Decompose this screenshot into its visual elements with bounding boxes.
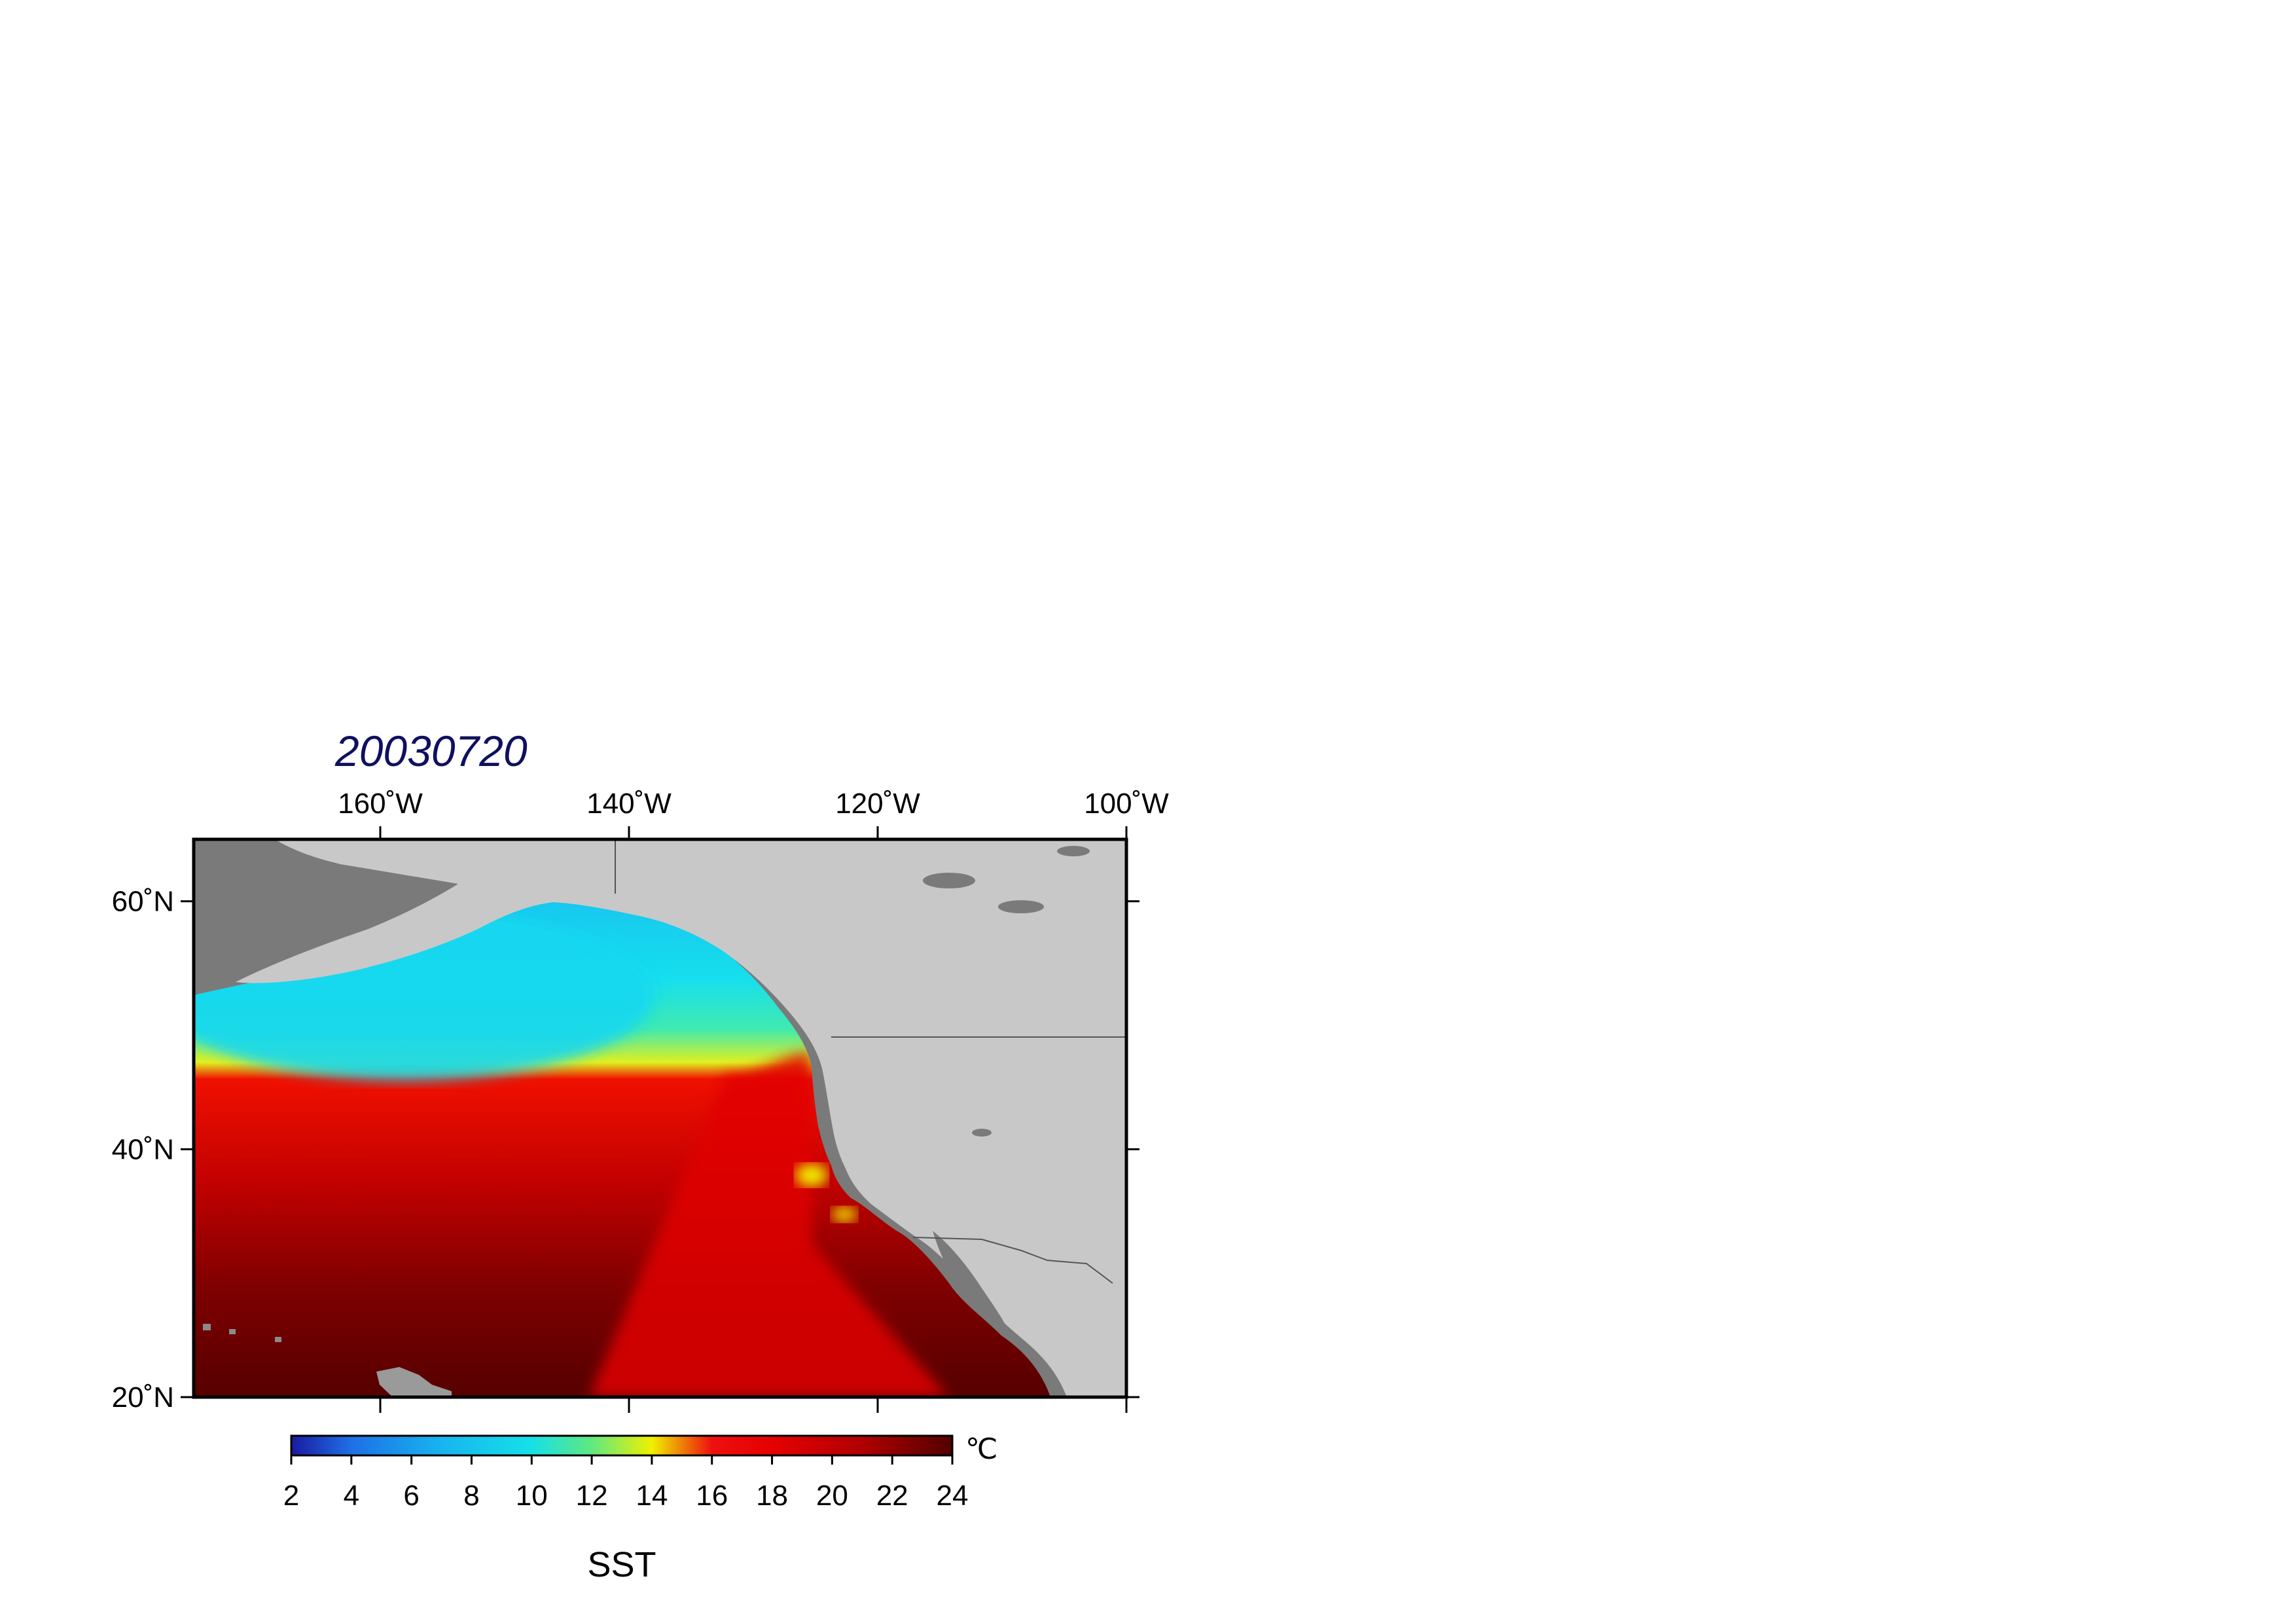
map-panel <box>194 839 1126 1397</box>
colorbar-tick-label: 4 <box>344 1480 359 1512</box>
colorbar-tick-label: 8 <box>463 1480 479 1512</box>
lat-tick-label: 60˚N <box>112 886 174 918</box>
california-current-warm-region <box>589 1053 949 1397</box>
colorbar-tick-label: 14 <box>636 1480 668 1512</box>
lon-tick-label: 100˚W <box>1084 788 1169 820</box>
hawaiian-islands <box>376 1367 452 1397</box>
lake <box>998 900 1044 913</box>
colorbar-unit: ℃ <box>965 1433 997 1465</box>
lat-tick-label: 20˚N <box>112 1381 174 1413</box>
colorbar-tick-label: 16 <box>696 1480 728 1512</box>
colorbar-tick-label: 6 <box>403 1480 419 1512</box>
border-usa-mexico <box>912 1237 1113 1284</box>
lat-tick-label: 40˚N <box>112 1133 174 1165</box>
colorbar-tick-label: 18 <box>756 1480 788 1512</box>
upwelling-patch-north <box>795 1163 828 1187</box>
colorbar-tick-label: 20 <box>816 1480 848 1512</box>
lake <box>923 873 975 888</box>
map-frame <box>192 837 1128 1399</box>
land-mass <box>236 839 1126 1397</box>
colorbar-tick-label: 24 <box>937 1480 969 1512</box>
lake <box>972 1129 992 1137</box>
colorbar-label: SST <box>587 1545 656 1584</box>
lake <box>1057 846 1090 856</box>
colorbar-tick-label: 12 <box>576 1480 608 1512</box>
figure-title: 20030720 <box>334 727 528 775</box>
colorbar-bar <box>290 1434 954 1457</box>
small-island <box>229 1329 236 1334</box>
gulf-of-california <box>933 1231 1011 1336</box>
lon-tick-label: 160˚W <box>338 788 423 820</box>
small-island <box>203 1324 211 1330</box>
upwelling-patch-south <box>831 1207 857 1222</box>
lon-tick-label: 140˚W <box>586 788 672 820</box>
colorbar-tick-label: 22 <box>876 1480 908 1512</box>
colorbar-tick-label: 10 <box>516 1480 548 1512</box>
small-island <box>275 1337 281 1342</box>
colorbar-tick-label: 2 <box>283 1480 299 1512</box>
map-axes: 160˚W 140˚W 120˚W 100˚W 60˚N 40˚N 20˚N <box>112 788 1170 1413</box>
colorbar: ℃ SST 2 4 6 8 10 12 14 16 18 20 22 24 <box>283 1433 998 1584</box>
lon-tick-label: 120˚W <box>835 788 920 820</box>
